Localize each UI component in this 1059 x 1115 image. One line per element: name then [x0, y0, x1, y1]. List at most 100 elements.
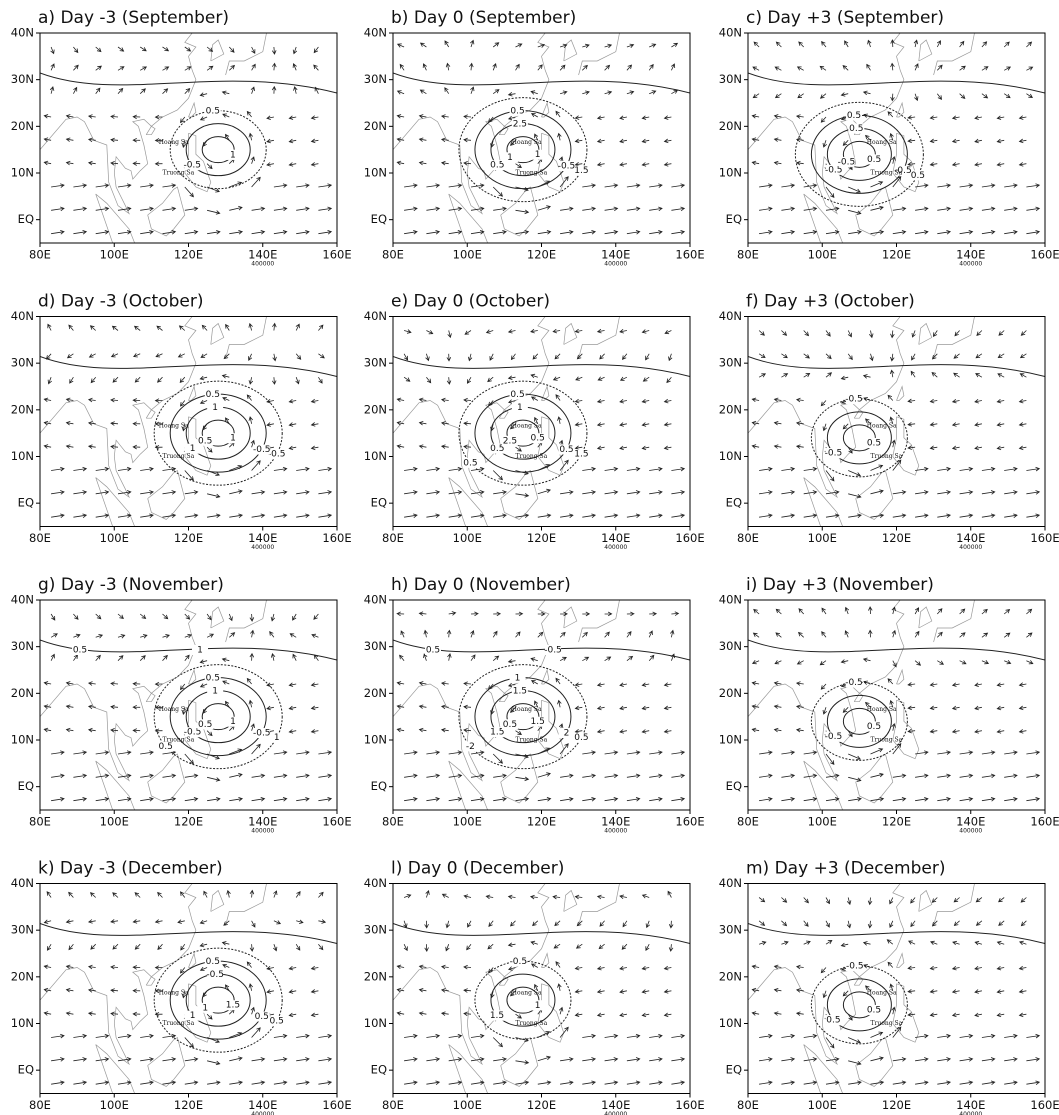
wind-vector [318, 325, 323, 330]
wind-vector [848, 331, 851, 337]
wind-vector [759, 184, 772, 188]
wind-vector [598, 116, 605, 120]
wind-vector [953, 941, 960, 945]
wind-vector [158, 893, 163, 898]
wind-vector [848, 797, 861, 801]
wind-vector [864, 658, 871, 662]
lon-tick-label: 140E [601, 248, 630, 262]
wind-vector [113, 893, 118, 898]
wind-vector [229, 614, 233, 621]
wind-vector [272, 87, 276, 94]
wind-vector [781, 797, 794, 801]
wind-vector [73, 1058, 86, 1062]
wind-vector [445, 41, 449, 47]
wind-vector [289, 163, 296, 167]
coastline [564, 607, 577, 628]
wind-vector [888, 112, 893, 117]
scale-label: 400000 [604, 261, 627, 268]
wind-vector [975, 1013, 982, 1017]
wind-vector [44, 398, 51, 402]
wind-vector [826, 471, 834, 481]
wind-vector [843, 991, 848, 996]
wind-vector [73, 47, 77, 53]
map-content: 10.50.51.512.5-0.5Hoang SaTruong Sa [393, 24, 690, 248]
wind-vector [532, 681, 538, 685]
wind-vector [1004, 67, 1010, 70]
wind-vector [296, 751, 309, 755]
lat-tick-label: 40N [11, 309, 34, 323]
wind-vector [420, 728, 427, 732]
wind-vector [1026, 230, 1039, 234]
wind-vector [759, 774, 772, 778]
wind-vector [449, 612, 456, 616]
lon-tick-label: 80E [382, 531, 404, 545]
lon-tick-label: 100E [453, 1098, 482, 1112]
wind-vector [442, 422, 449, 426]
wind-vector [470, 87, 474, 94]
wind-vector [998, 374, 1004, 377]
lon-tick-label: 160E [1030, 1098, 1059, 1112]
wind-vector [775, 138, 782, 142]
wind-vector [893, 230, 906, 234]
wind-vector [556, 678, 560, 684]
wind-vector [516, 777, 529, 781]
wind-vector [442, 115, 449, 119]
lon-tick-label: 140E [956, 815, 985, 829]
wind-vector [937, 207, 950, 211]
wind-vector [312, 116, 319, 120]
wind-vector [953, 683, 960, 687]
place-name: Truong Sa [163, 1020, 195, 1027]
wind-vector [1021, 921, 1026, 926]
wind-vector [443, 894, 449, 897]
wind-vector [797, 1012, 804, 1016]
wind-vector [404, 377, 410, 381]
wind-vector [605, 184, 618, 188]
wind-vector [118, 1034, 131, 1038]
wind-vector [51, 64, 55, 70]
map-content: 0.50.50.51.52.510.50.5Hoang SaTruong Sa [393, 307, 690, 531]
scale-label: 400000 [959, 1111, 982, 1115]
wind-vector [982, 467, 995, 471]
wind-vector [826, 1081, 839, 1085]
wind-vector [598, 1013, 605, 1017]
wind-vector [67, 161, 74, 165]
wind-vector [975, 941, 982, 945]
wind-vector [267, 423, 274, 427]
lat-tick-label: 30N [719, 923, 742, 937]
wind-vector [798, 661, 804, 664]
wind-vector [752, 682, 759, 686]
wind-vector [605, 797, 618, 801]
wind-vector [249, 134, 253, 141]
wind-vector [582, 797, 595, 801]
wind-vector [207, 164, 212, 169]
wind-vector [163, 656, 168, 661]
wind-vector [649, 1034, 662, 1038]
lon-tick-label: 160E [675, 815, 704, 829]
wind-vector [937, 65, 942, 70]
wind-vector [290, 634, 296, 638]
wind-vector [560, 1058, 573, 1062]
wind-vector [642, 139, 649, 143]
wind-vector [467, 944, 471, 950]
wind-vector [930, 729, 937, 733]
wind-vector [207, 777, 220, 781]
wind-vector [598, 729, 605, 733]
coastline [854, 977, 863, 985]
wind-vector [252, 64, 256, 70]
wind-vector [419, 612, 426, 616]
wind-vector [890, 354, 894, 361]
wind-vector [642, 330, 649, 334]
wind-vector [932, 898, 937, 903]
wind-vector [223, 397, 229, 401]
wind-vector [318, 892, 323, 897]
wind-vector [953, 116, 960, 120]
wind-vector [404, 751, 417, 755]
wind-vector [982, 797, 995, 801]
wind-vector [156, 354, 162, 358]
wind-vector [274, 797, 287, 801]
wind-vector [752, 1012, 759, 1016]
map-content: 10.50.51-0.5Hoang SaTruong Sa [40, 24, 337, 248]
lon-tick-label: 120E [174, 531, 203, 545]
wind-vector [135, 893, 140, 898]
wind-vector [826, 1038, 834, 1048]
